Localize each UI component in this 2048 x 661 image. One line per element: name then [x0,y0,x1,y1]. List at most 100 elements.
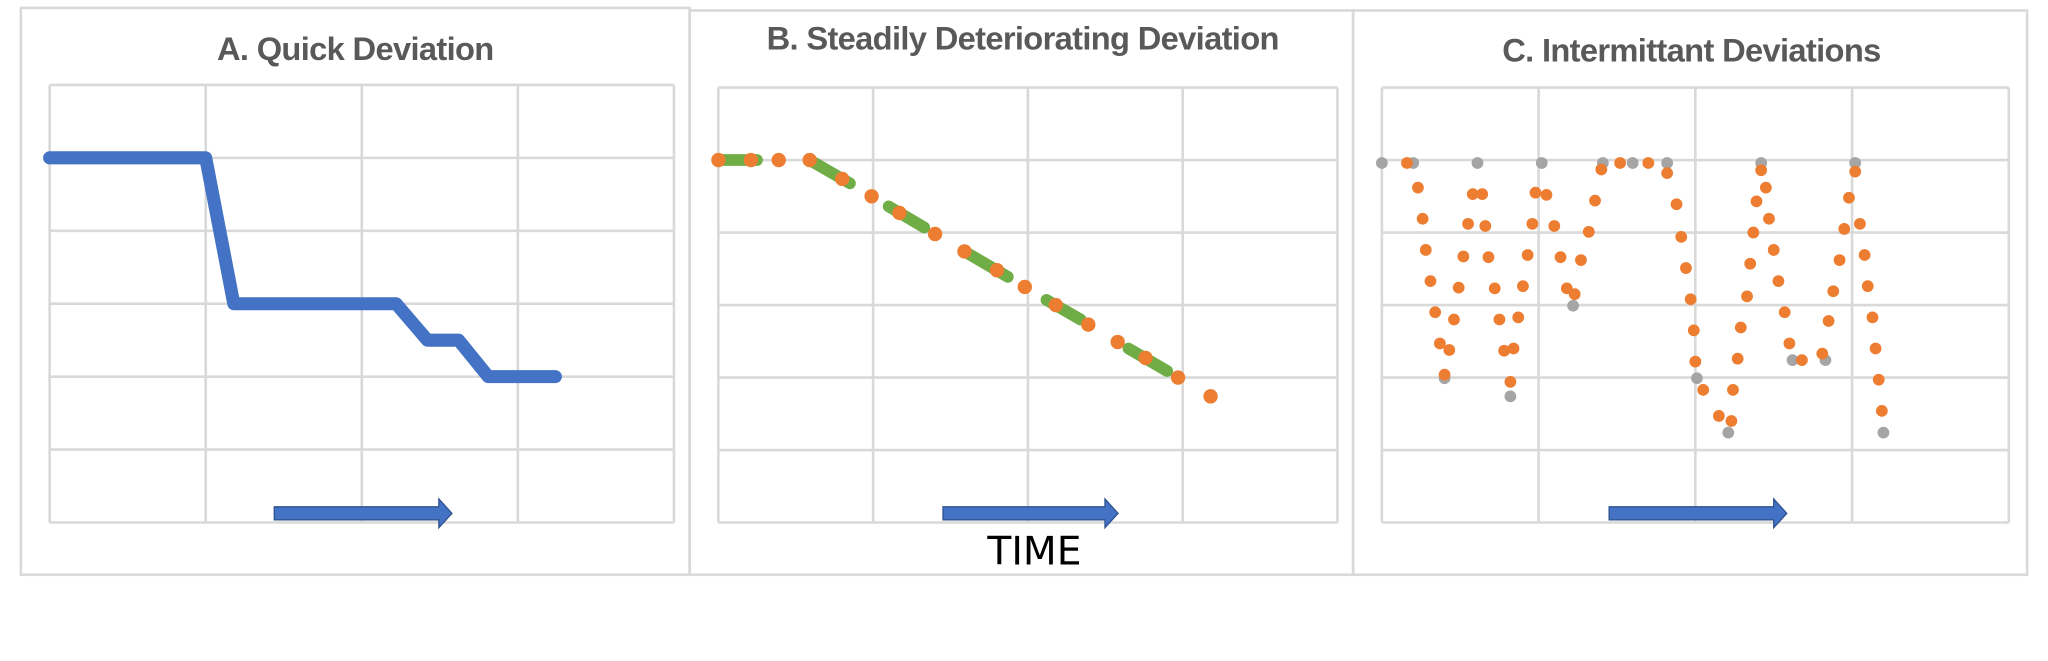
data-point [1438,368,1451,381]
data-point [1763,212,1775,225]
data-point [1448,313,1460,326]
data-point [1482,251,1495,264]
data-point [1443,344,1456,356]
data-point [1725,415,1738,427]
data-point [1526,217,1539,230]
data-point [1869,342,1882,355]
data-point [1493,313,1506,326]
chart-title: A. Quick Deviation [217,30,494,67]
data-point [1170,370,1186,385]
data-point [989,263,1005,278]
chart-title: C. Intermittant Deviations [1502,31,1880,68]
data-point [1727,383,1739,396]
data-point [1507,342,1520,355]
data-point [1687,324,1700,337]
data-point [892,205,907,221]
chart-title: B. Steadily Deteriorating Deviation [767,20,1279,57]
data-point [1138,350,1153,366]
data-point [957,244,972,259]
data-point [1424,275,1437,287]
data-point [1858,249,1871,261]
data-point [1697,383,1710,396]
x-axis-label: TIME [986,529,1081,574]
data-point [1675,231,1688,243]
data-point [1747,226,1760,239]
data-point [1504,390,1517,403]
data-point [1466,188,1479,200]
data-point [1838,223,1851,235]
data-point [771,152,786,168]
data-point [1429,306,1442,319]
data-point [1833,254,1846,266]
data-point [1110,334,1125,350]
data-point [1722,426,1735,439]
data-point [1661,157,1674,169]
data-point [1535,157,1548,169]
data-point [1504,375,1517,388]
data-point [1589,194,1601,207]
data-point [1877,426,1890,439]
data-point [1750,195,1763,208]
data-point [1712,410,1725,422]
data-point [1778,306,1791,319]
data-point [1854,217,1866,230]
data-point [1476,188,1489,200]
data-point [1843,191,1855,204]
data-point [864,189,879,204]
data-point [1582,225,1595,238]
data-point [1626,157,1639,169]
panel-frame [1351,9,2029,577]
data-point [1786,354,1799,367]
data-point [1203,389,1218,404]
data-point [1433,337,1446,350]
data-point [1849,165,1862,178]
data-point [1614,157,1626,169]
data-point [1816,347,1829,360]
data-point [1488,282,1501,295]
data-point [1755,164,1768,177]
data-point [1680,262,1692,274]
data-point [1529,186,1542,199]
data-point [1568,288,1581,301]
data-point [1512,311,1525,324]
data-point [927,226,943,242]
data-point [1376,157,1388,169]
data-point [1048,297,1063,313]
data-point [1554,251,1567,264]
data-point [1457,250,1470,263]
data-point [1471,157,1484,169]
data-point [743,152,759,168]
data-point [1401,157,1413,169]
data-point [1783,337,1796,350]
data-point [1731,352,1744,365]
data-point [1872,373,1885,386]
data-point [1796,354,1808,367]
data-point [1412,181,1424,194]
time-arrow [942,497,1119,530]
data-line [43,151,562,384]
data-point [802,152,817,168]
data-point [1521,249,1534,261]
data-point [1760,181,1772,194]
data-point [835,171,850,187]
data-point [1767,244,1780,256]
panel-frame [19,6,691,577]
data-point [1416,212,1429,225]
data-point [1744,257,1757,270]
data-line [712,154,1174,377]
data-point [711,152,726,168]
time-arrow [273,497,453,530]
data-point [1827,285,1840,298]
data-point [1498,344,1511,357]
data-point [1734,321,1747,334]
data-point [1684,293,1697,306]
time-arrow [1608,497,1788,530]
data-point [1081,317,1096,332]
data-point [1861,280,1874,293]
data-point [1452,281,1465,294]
data-point [1575,254,1587,266]
data-point [1462,217,1474,230]
data-point [1548,220,1561,232]
